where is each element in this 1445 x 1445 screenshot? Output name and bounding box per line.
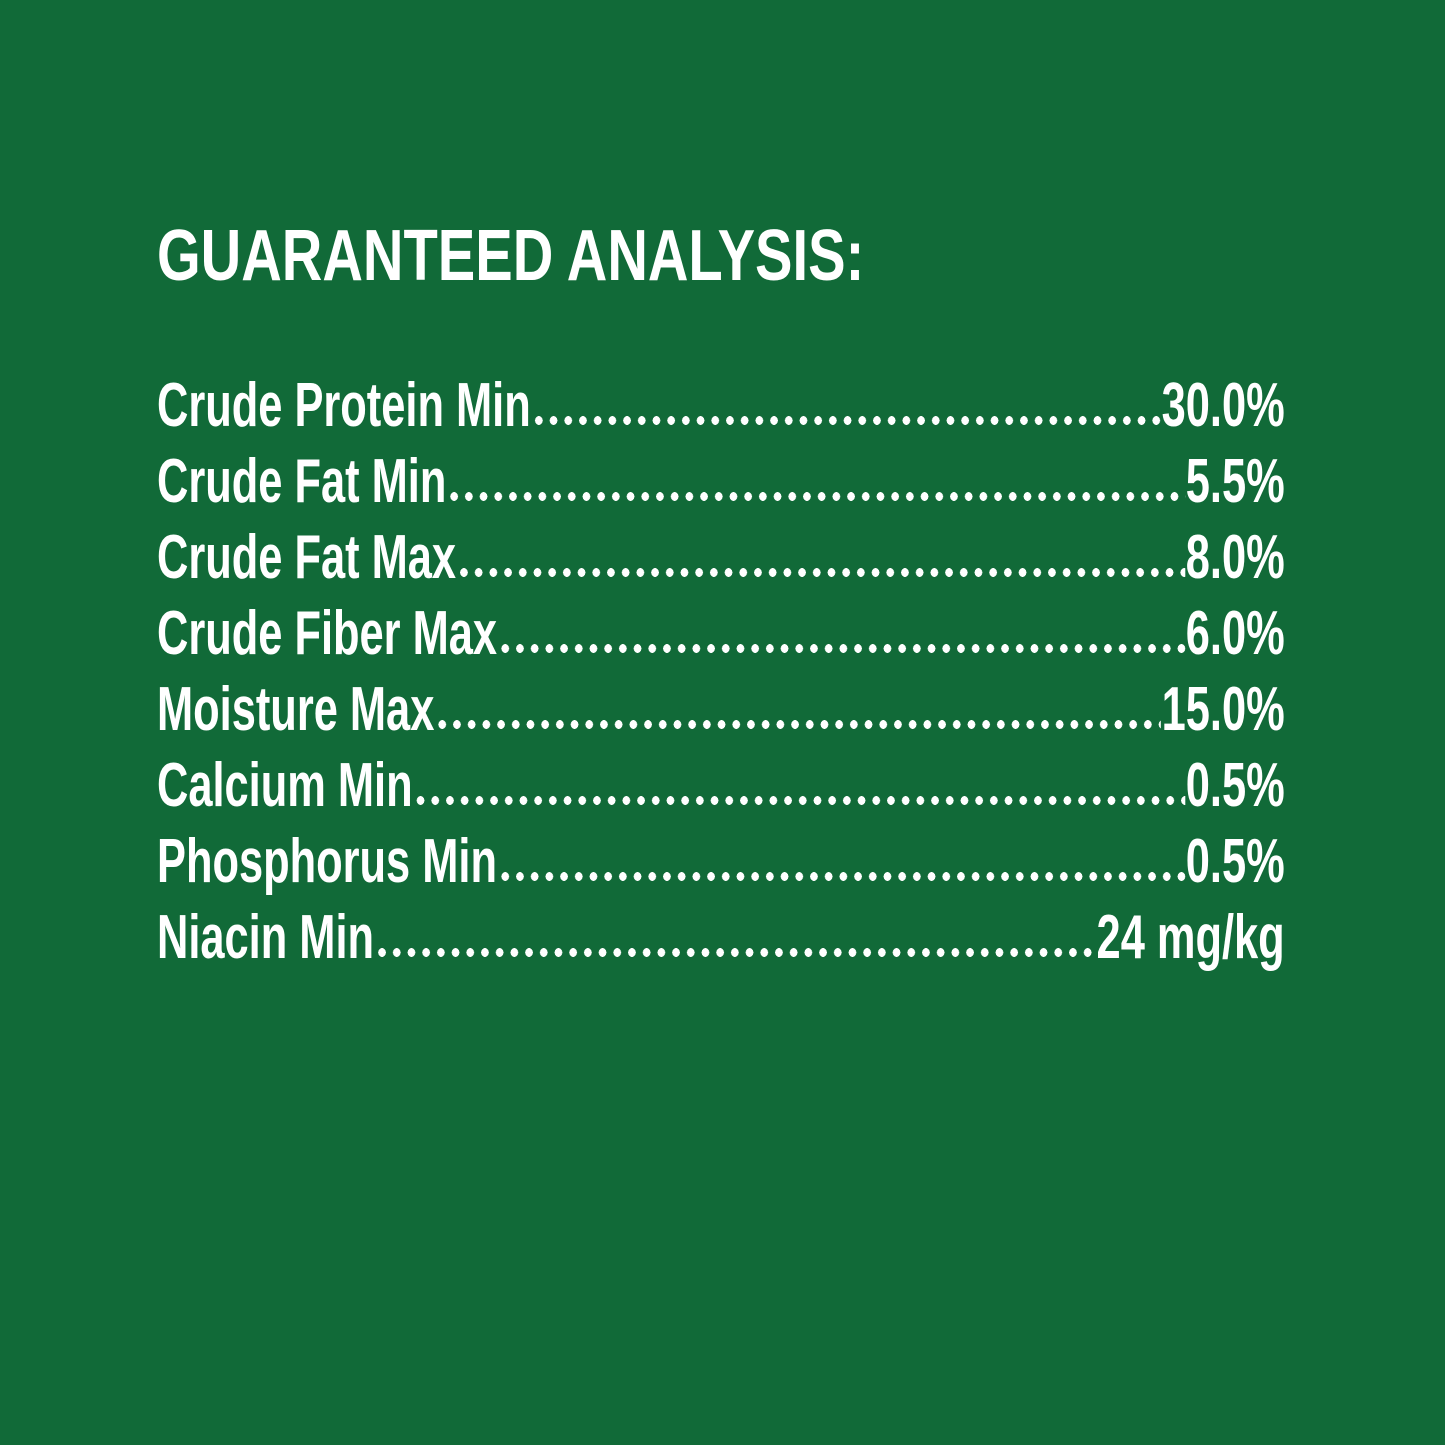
dot-leader [374, 907, 1096, 969]
dot-leader [497, 603, 1186, 665]
table-row: Crude Fat Max 8.0% [157, 513, 1285, 589]
analysis-table: Crude Protein Min 30.0% Crude Fat Min 5.… [157, 361, 1285, 969]
row-value: 30.0% [1161, 371, 1285, 440]
dot-leader [435, 679, 1161, 741]
row-label: Calcium Min [157, 751, 413, 820]
dot-leader [456, 527, 1186, 589]
row-label: Crude Protein Min [157, 371, 531, 440]
row-value: 0.5% [1185, 827, 1285, 896]
row-label: Crude Fat Min [157, 447, 447, 516]
row-label: Phosphorus Min [157, 827, 497, 896]
row-label: Crude Fat Max [157, 523, 457, 592]
row-label: Niacin Min [157, 903, 375, 972]
dot-leader [531, 375, 1161, 437]
row-value: 15.0% [1161, 675, 1285, 744]
row-value: 24 mg/kg [1096, 903, 1285, 972]
dot-leader [447, 451, 1186, 513]
table-row: Niacin Min 24 mg/kg [157, 893, 1285, 969]
table-row: Crude Fiber Max 6.0% [157, 589, 1285, 665]
row-label: Moisture Max [157, 675, 435, 744]
table-row: Crude Fat Min 5.5% [157, 437, 1285, 513]
table-row: Crude Protein Min 30.0% [157, 361, 1285, 437]
dot-leader [497, 831, 1186, 893]
table-row: Calcium Min 0.5% [157, 741, 1285, 817]
dot-leader [413, 755, 1186, 817]
row-value: 0.5% [1185, 751, 1285, 820]
table-row: Phosphorus Min 0.5% [157, 817, 1285, 893]
row-value: 5.5% [1185, 447, 1285, 516]
row-value: 8.0% [1185, 523, 1285, 592]
table-row: Moisture Max 15.0% [157, 665, 1285, 741]
page-title: GUARANTEED ANALYSIS: [157, 216, 865, 296]
row-value: 6.0% [1185, 599, 1285, 668]
row-label: Crude Fiber Max [157, 599, 498, 668]
